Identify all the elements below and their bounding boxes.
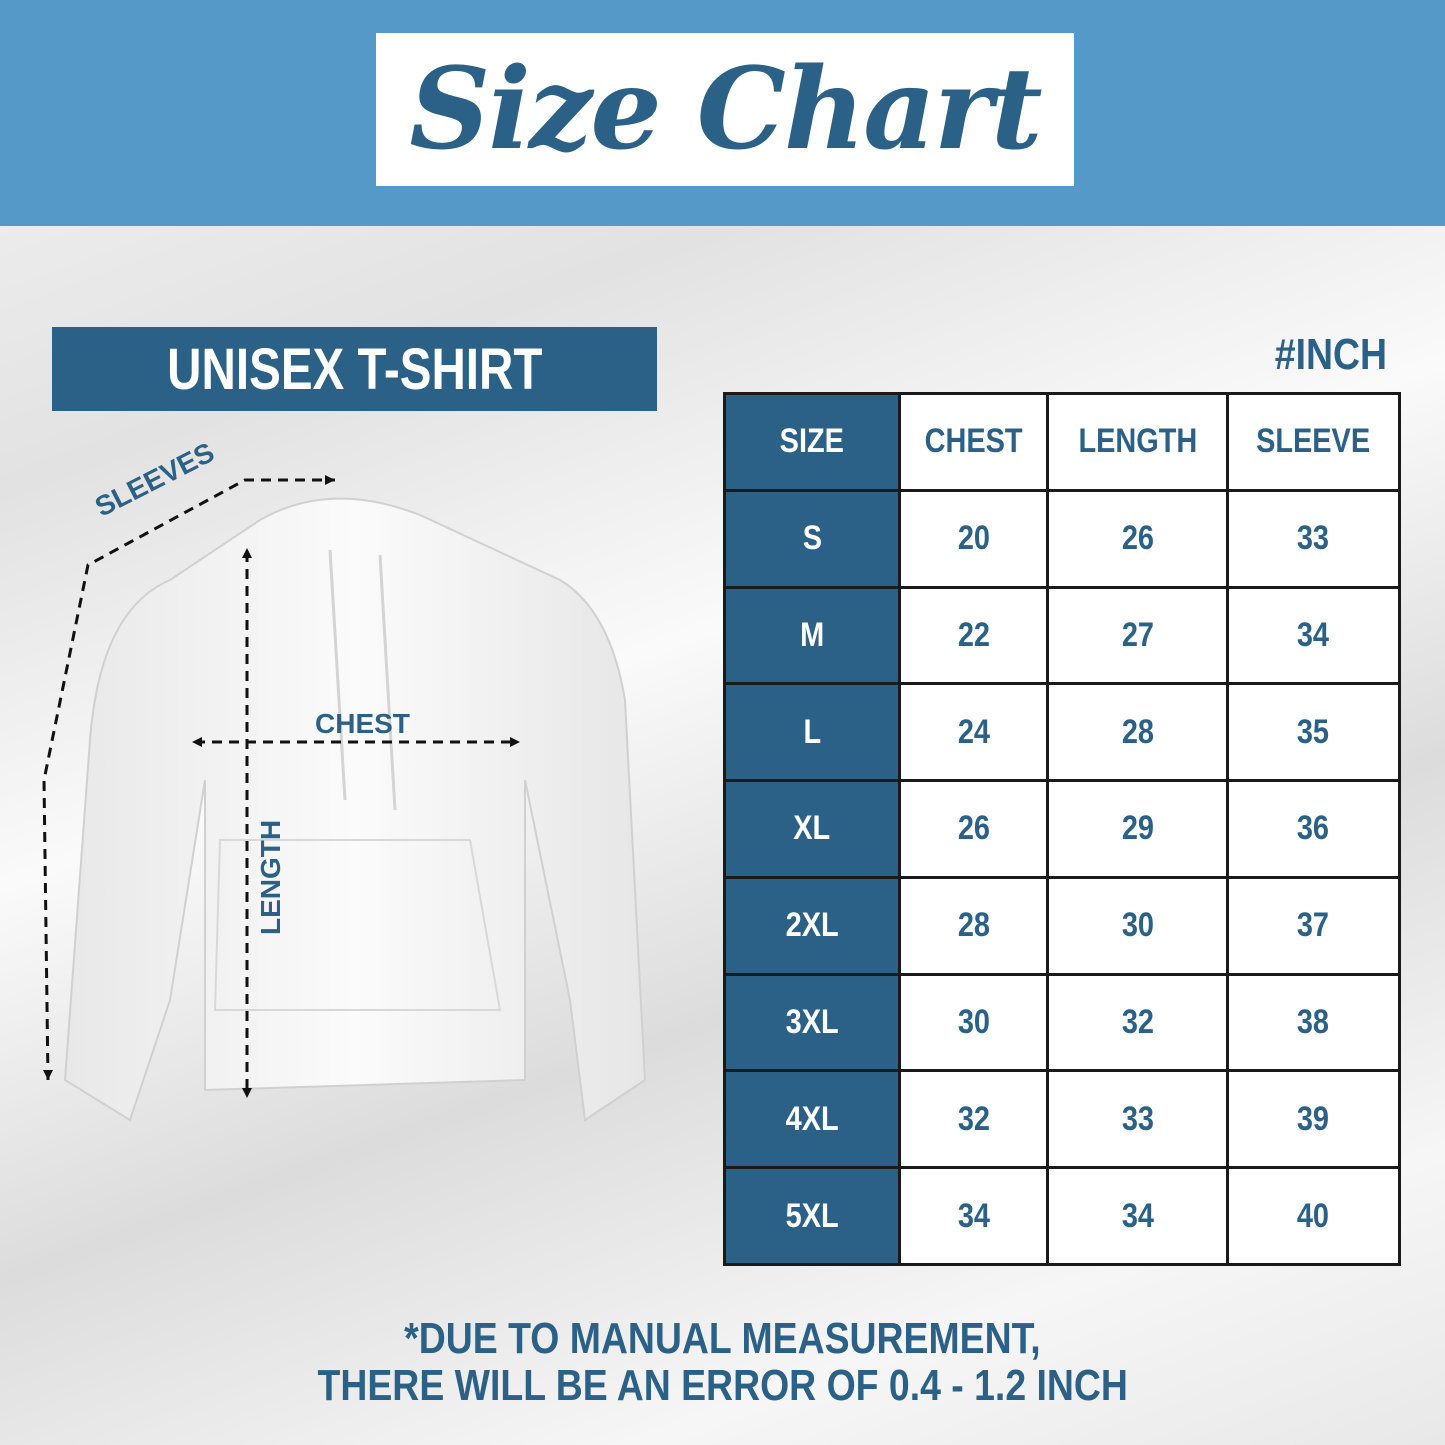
disclaimer-line-2: THERE WILL BE AN ERROR OF 0.4 - 1.2 INCH xyxy=(317,1361,1128,1410)
sleeve-cell: 34 xyxy=(1225,585,1402,686)
disclaimer-line-1: *DUE TO MANUAL MEASUREMENT, xyxy=(404,1314,1041,1363)
sleeve-cell: 33 xyxy=(1225,488,1402,589)
sleeve-cell: 37 xyxy=(1225,875,1402,976)
length-cell: 26 xyxy=(1046,488,1229,589)
size-cell: M xyxy=(723,585,901,686)
chest-cell: 30 xyxy=(897,972,1050,1073)
header-length: LENGTH xyxy=(1046,392,1229,492)
length-cell: 34 xyxy=(1046,1166,1229,1266)
size-cell: 3XL xyxy=(723,972,901,1073)
length-cell: 30 xyxy=(1046,875,1229,976)
chest-cell: 34 xyxy=(897,1166,1050,1266)
table-header-row: SIZE CHEST LENGTH SLEEVE xyxy=(723,392,1402,492)
size-table: SIZE CHEST LENGTH SLEEVE S 20 26 33 M 22 27 34 L… xyxy=(723,392,1402,1266)
size-cell: 5XL xyxy=(723,1166,901,1266)
unit-label: #INCH xyxy=(1255,330,1387,380)
table-row: 4XL 32 33 39 xyxy=(723,1069,1402,1170)
chest-cell: 28 xyxy=(897,875,1050,976)
length-cell: 33 xyxy=(1046,1069,1229,1170)
header-size: SIZE xyxy=(723,392,901,492)
product-label: UNISEX T-SHIRT xyxy=(52,327,657,411)
chest-cell: 24 xyxy=(897,682,1050,783)
sleeve-cell: 39 xyxy=(1225,1069,1402,1170)
sleeve-cell: 36 xyxy=(1225,779,1402,879)
sleeve-cell: 38 xyxy=(1225,972,1402,1073)
table-row: L 24 28 35 xyxy=(723,682,1402,783)
sleeve-cell: 40 xyxy=(1225,1166,1402,1266)
header-banner: Size Chart xyxy=(0,0,1445,226)
length-cell: 27 xyxy=(1046,585,1229,686)
chest-cell: 22 xyxy=(897,585,1050,686)
sleeves-measure-line xyxy=(42,478,335,1081)
hoodie-drawstrings xyxy=(328,549,397,811)
table-row: M 22 27 34 xyxy=(723,585,1402,686)
chest-cell: 26 xyxy=(897,779,1050,879)
header-chest: CHEST xyxy=(897,392,1050,492)
chest-cell: 20 xyxy=(897,488,1050,589)
table-row: S 20 26 33 xyxy=(723,488,1402,589)
table-row: 5XL 34 34 40 xyxy=(723,1166,1402,1266)
page-title: Size Chart xyxy=(409,44,1042,175)
table-row: 2XL 28 30 37 xyxy=(723,875,1402,976)
length-cell: 29 xyxy=(1046,779,1229,879)
product-label-text: UNISEX T-SHIRT xyxy=(166,336,543,402)
hoodie-pocket xyxy=(213,839,502,1011)
header-sleeve: SLEEVE xyxy=(1225,392,1402,492)
length-cell: 28 xyxy=(1046,682,1229,783)
hoodie-illustration xyxy=(42,475,647,1122)
length-cell: 32 xyxy=(1046,972,1229,1073)
length-label: LENGTH xyxy=(255,819,286,935)
title-box: Size Chart xyxy=(376,33,1074,186)
chest-cell: 32 xyxy=(897,1069,1050,1170)
size-cell: 4XL xyxy=(723,1069,901,1170)
sleeve-cell: 35 xyxy=(1225,682,1402,783)
hoodie-body xyxy=(63,497,647,1122)
size-cell: L xyxy=(723,682,901,783)
table-row: XL 26 29 36 xyxy=(723,779,1402,879)
size-cell: XL xyxy=(723,779,901,879)
unit-label-text: #INCH xyxy=(1274,330,1387,379)
table-row: 3XL 30 32 38 xyxy=(723,972,1402,1073)
size-cell: S xyxy=(723,488,901,589)
size-cell: 2XL xyxy=(723,875,901,976)
chest-label: CHEST xyxy=(315,708,410,739)
